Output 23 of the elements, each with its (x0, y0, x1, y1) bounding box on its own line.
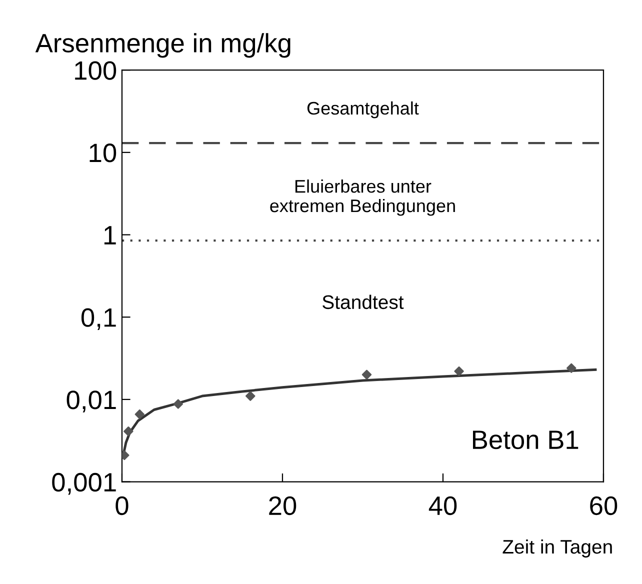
point (124, 426, 134, 436)
annotation: Standtest (322, 294, 404, 310)
y-tick-label: 1 (104, 226, 116, 244)
y-axis-title: Arsenmenge in mg/kg (35, 33, 290, 58)
x-tick-label: 0 (116, 496, 128, 516)
x-tick-label: 60 (590, 496, 618, 516)
ref-line-label: Eluierbares unter extremen Bedingungen (270, 180, 455, 216)
x-axis-title: Zeit in Tagen (502, 539, 612, 558)
y-tick-label: 10 (90, 144, 116, 162)
point (173, 399, 184, 409)
point (566, 363, 576, 374)
ref-line-label: Gesamtgehalt (307, 101, 419, 118)
point (454, 366, 464, 376)
x-tick-label: 40 (428, 496, 457, 516)
annotation: Beton B1 (473, 430, 578, 450)
point (362, 370, 372, 380)
point (246, 391, 256, 401)
y-tick-label: 0,001 (52, 472, 116, 495)
y-tick-label: 100 (75, 61, 116, 80)
y-tick-label: 0,01 (66, 390, 116, 412)
x-tick-label: 20 (269, 496, 296, 516)
point (134, 409, 144, 420)
y-tick-label: 0,1 (81, 308, 116, 330)
